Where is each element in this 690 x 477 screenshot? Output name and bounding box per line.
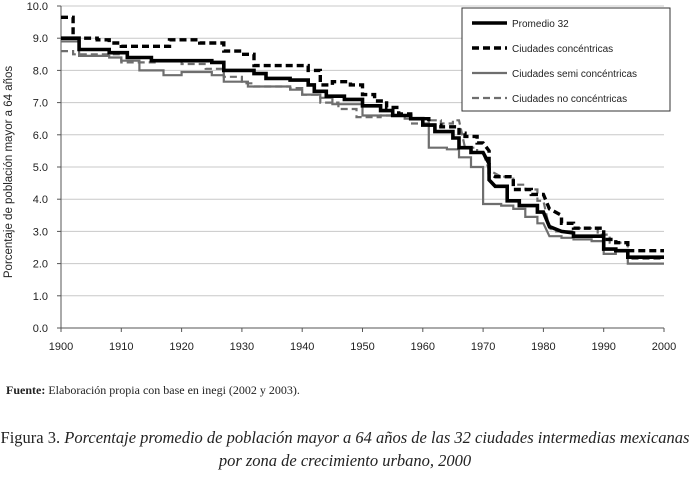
y-tick-label: 10.0 (27, 1, 48, 13)
y-tick-label: 0.0 (33, 323, 48, 335)
y-tick-label: 8.0 (33, 65, 48, 77)
legend-label: Promedio 32 (512, 19, 569, 30)
x-tick-label: 1960 (411, 341, 435, 353)
x-tick-label: 1950 (350, 341, 374, 353)
x-tick-label: 1990 (591, 341, 615, 353)
y-tick-label: 4.0 (33, 194, 48, 206)
legend: Promedio 32 Ciudades concéntricas Ciudades… (461, 7, 671, 112)
y-tick-label: 6.0 (33, 130, 48, 142)
y-tick-label: 9.0 (33, 33, 48, 45)
x-tick-label: 1920 (169, 341, 193, 353)
x-tick-label: 1910 (109, 341, 133, 353)
series-line-promedio-32 (61, 36, 664, 259)
legend-label: Ciudades no concéntricas (512, 94, 627, 105)
figure-caption-text: Porcentaje promedio de población mayor a… (60, 428, 690, 470)
x-tick-label: 2000 (652, 341, 676, 353)
figure-label: Figura 3. (0, 428, 61, 447)
x-tick-label: 1970 (471, 341, 495, 353)
y-tick-label: 7.0 (33, 98, 48, 110)
series-line-ciudades-conc-ntricas (61, 15, 664, 253)
x-tick-label: 1980 (531, 341, 555, 353)
series-line-ciudades-no-conc-ntricas (61, 50, 664, 260)
x-tick-label: 1940 (290, 341, 314, 353)
y-tick-label: 3.0 (33, 226, 48, 238)
source-note: Fuente: Elaboración propia con base en i… (6, 383, 300, 398)
x-tick-labels: 1900 1910 1920 1930 1940 1950 1960 1970 1980 1990… (49, 328, 676, 353)
figure-caption: Figura 3. Porcentaje promedio de poblaci… (0, 426, 690, 472)
source-text: Elaboración propia con base en inegi (20… (45, 383, 300, 397)
series-line-ciudades-semi-conc-ntricas (61, 40, 664, 265)
legend-label: Ciudades concéntricas (512, 44, 613, 55)
gridlines (61, 5, 664, 297)
legend-label: Ciudades semi concéntricas (512, 69, 637, 80)
source-label: Fuente: (6, 383, 46, 397)
x-tick-label: 1930 (230, 341, 254, 353)
y-tick-labels: 0.0 1.0 2.0 3.0 4.0 5.0 6.0 7.0 8.0 9.0 10.0 (27, 1, 61, 335)
y-tick-label: 5.0 (33, 162, 48, 174)
y-tick-label: 2.0 (33, 259, 48, 271)
x-tick-label: 1900 (49, 341, 73, 353)
y-tick-label: 1.0 (33, 291, 48, 303)
y-axis-label: Porcentaje de población mayor a 64 años (3, 66, 15, 279)
line-chart: 0.01.02.03.04.05.06.07.08.09.010.0 1900 1… (3, 1, 676, 353)
legend-box (461, 7, 671, 112)
series-lines (61, 15, 664, 265)
